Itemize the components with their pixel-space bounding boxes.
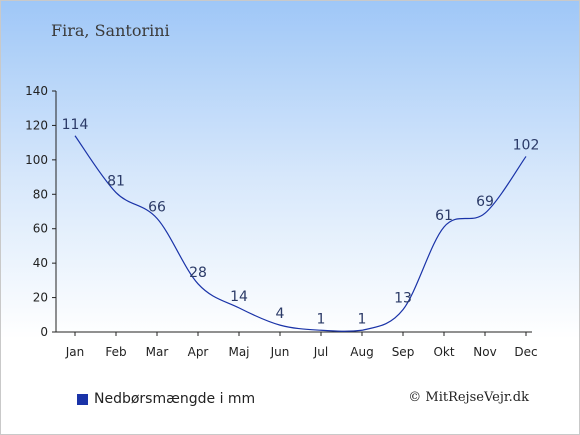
legend-label: Nedbørsmængde i mm xyxy=(94,391,256,407)
data-label: 1 xyxy=(317,311,326,327)
data-label: 4 xyxy=(276,306,285,322)
y-tick-label: 20 xyxy=(33,291,48,305)
y-tick-label: 100 xyxy=(25,153,48,167)
data-label: 114 xyxy=(62,117,89,133)
x-tick-label: Mar xyxy=(146,345,169,359)
y-tick-label: 0 xyxy=(40,325,48,339)
x-tick-label: Aug xyxy=(350,345,373,359)
y-axis-ticks: 0 20 40 60 80 100 120 140 xyxy=(25,84,56,339)
x-tick-label: Jul xyxy=(313,345,328,359)
precipitation-line xyxy=(74,135,527,332)
data-label: 81 xyxy=(107,174,125,190)
x-tick-label: Maj xyxy=(228,345,249,359)
x-tick-label: Jun xyxy=(270,345,290,359)
data-label: 1 xyxy=(358,311,367,327)
x-tick-label: Sep xyxy=(392,345,415,359)
chart-axes xyxy=(55,91,532,333)
data-label: 28 xyxy=(189,265,207,281)
x-tick-label: Jan xyxy=(65,345,85,359)
location-title: Fira, Santorini xyxy=(51,21,170,40)
data-label: 13 xyxy=(394,291,412,307)
data-label: 66 xyxy=(148,199,166,215)
x-tick-label: Nov xyxy=(473,345,496,359)
data-label: 102 xyxy=(513,137,540,153)
copyright-notice: © MitRejseVejr.dk xyxy=(408,390,529,405)
data-label: 14 xyxy=(230,289,248,305)
x-tick-label: Apr xyxy=(188,345,209,359)
data-label: 61 xyxy=(435,208,453,224)
x-tick-label: Okt xyxy=(433,345,454,359)
data-label: 69 xyxy=(476,194,494,210)
y-tick-label: 60 xyxy=(33,222,48,236)
y-tick-label: 140 xyxy=(25,84,48,98)
legend-swatch xyxy=(77,393,88,405)
y-tick-label: 80 xyxy=(33,187,48,201)
data-labels: 114 81 66 28 14 4 1 1 13 61 69 102 xyxy=(62,117,540,328)
x-axis-ticks: Jan Feb Mar Apr Maj Jun Jul Aug Sep Okt Nov Dec xyxy=(65,332,538,359)
x-tick-label: Feb xyxy=(105,345,126,359)
y-tick-label: 120 xyxy=(25,118,48,132)
x-tick-label: Dec xyxy=(514,345,537,359)
y-tick-label: 40 xyxy=(33,256,48,270)
legend: Nedbørsmængde i mm xyxy=(77,391,255,407)
